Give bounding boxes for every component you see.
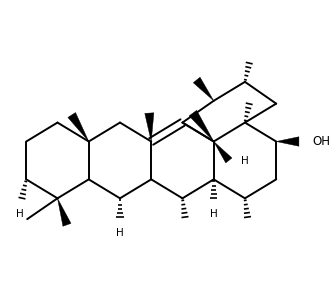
- Polygon shape: [214, 142, 232, 163]
- Text: H: H: [16, 209, 23, 219]
- Text: H: H: [241, 156, 249, 166]
- Text: H: H: [116, 228, 124, 238]
- Text: H: H: [210, 209, 217, 219]
- Polygon shape: [276, 137, 299, 146]
- Polygon shape: [57, 198, 71, 226]
- Polygon shape: [193, 77, 214, 101]
- Polygon shape: [68, 113, 89, 142]
- Polygon shape: [189, 110, 214, 142]
- Text: OH: OH: [312, 135, 330, 148]
- Polygon shape: [145, 113, 154, 142]
